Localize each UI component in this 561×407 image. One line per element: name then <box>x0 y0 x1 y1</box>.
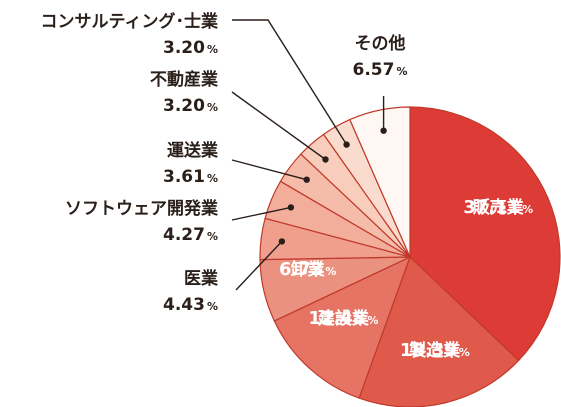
slice-6-label: 運送業 <box>167 140 218 161</box>
slice-0-value: 37.11% <box>463 197 533 218</box>
slice-7-leader <box>231 91 326 161</box>
slice-7-label: 不動産業 <box>150 69 218 90</box>
slice-8-label: コンサルティング･士業 <box>41 11 218 32</box>
slice-9-label: その他 <box>355 33 406 54</box>
leader-lines <box>231 19 387 291</box>
slice-6-value: 3.61% <box>163 167 218 187</box>
pie-slices <box>259 106 561 407</box>
slice-9-value: 6.57% <box>353 60 408 80</box>
slice-8-value: 3.20% <box>163 38 218 58</box>
slice-9 <box>349 106 411 258</box>
slice-7-value: 3.20% <box>163 96 218 116</box>
slice-5-value: 4.27% <box>163 225 218 245</box>
slice-1 <box>358 256 520 407</box>
slice-4-label: 医業 <box>184 268 218 289</box>
slice-5-leader <box>231 206 292 221</box>
slice-2 <box>273 256 411 399</box>
slice-2-value: 12.48% <box>308 308 378 329</box>
slice-0-label: 販売業 <box>473 197 524 218</box>
slice-4-leader <box>235 240 283 291</box>
slice-5-label: ソフトウェア開発業 <box>65 198 218 219</box>
slice-3-value: 6.73% <box>279 259 336 280</box>
slice-3-label: 卸業 <box>291 259 325 280</box>
slice-2-label: 建設業 <box>318 308 369 329</box>
slice-6-leader <box>231 159 307 181</box>
slice-1-value: 18.39% <box>400 340 470 361</box>
slice-4-value: 4.43% <box>163 295 218 315</box>
slice-1-label: 製造業 <box>408 340 460 361</box>
slice-8-leader <box>232 19 348 145</box>
slice-0 <box>409 106 561 362</box>
